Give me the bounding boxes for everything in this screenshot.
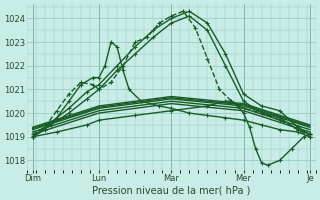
X-axis label: Pression niveau de la mer( hPa ): Pression niveau de la mer( hPa ) bbox=[92, 186, 251, 196]
